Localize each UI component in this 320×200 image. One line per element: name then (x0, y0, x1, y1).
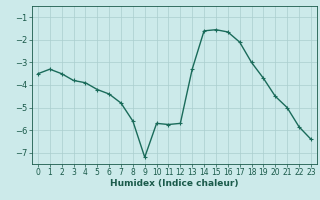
X-axis label: Humidex (Indice chaleur): Humidex (Indice chaleur) (110, 179, 239, 188)
